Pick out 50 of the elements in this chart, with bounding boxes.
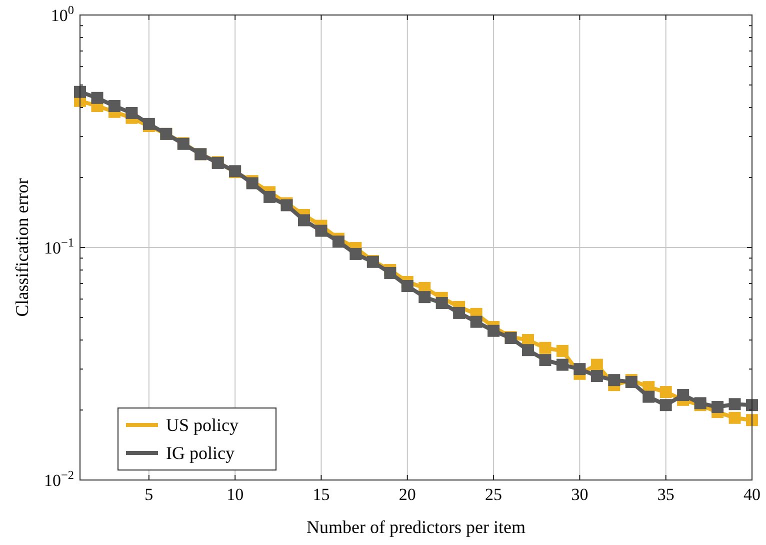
point [608, 374, 620, 386]
x-tick-label: 35 [657, 485, 674, 504]
x-tick-label: 10 [226, 485, 244, 504]
point [436, 297, 448, 310]
point [590, 358, 603, 371]
point [74, 86, 86, 98]
point [315, 224, 328, 237]
y-tick-label: 10$^{−1}$ [44, 236, 74, 258]
point [488, 324, 500, 337]
point [126, 106, 138, 119]
point [384, 266, 396, 279]
point [264, 190, 276, 203]
x-axis-title: Number of predictors per item [306, 517, 526, 537]
point [590, 370, 603, 382]
x-tick-label: 25 [485, 485, 502, 504]
y-tick-label: 10$^{−2}$ [44, 468, 74, 490]
point [539, 342, 552, 354]
point [539, 354, 552, 366]
legend-label: IG policy [166, 443, 234, 463]
point [332, 236, 344, 248]
point [91, 92, 104, 104]
point [418, 291, 431, 304]
x-tick-label: 30 [571, 485, 588, 504]
x-tick-label: 5 [144, 485, 154, 504]
x-tick-label: 15 [312, 485, 330, 504]
point [470, 316, 482, 328]
point [298, 214, 310, 226]
legend-label: US policy [166, 415, 239, 435]
point [642, 390, 655, 403]
x-tick-label: 40 [744, 485, 760, 504]
point [522, 344, 534, 356]
point [401, 280, 414, 292]
point [574, 363, 586, 376]
point [712, 401, 724, 414]
point [746, 399, 758, 412]
point [556, 358, 568, 371]
point [660, 386, 672, 398]
x-tick-label: 20 [398, 485, 416, 504]
y-axis-title: Classification error [12, 178, 32, 317]
point [142, 118, 155, 130]
point [350, 248, 362, 260]
point [746, 414, 758, 426]
point [556, 344, 568, 357]
y-tick-label: 10$^{0}$ [50, 3, 74, 25]
point [453, 306, 466, 319]
point [728, 412, 741, 424]
point [660, 399, 672, 412]
point [677, 389, 690, 402]
point [108, 100, 120, 112]
point [728, 398, 741, 410]
